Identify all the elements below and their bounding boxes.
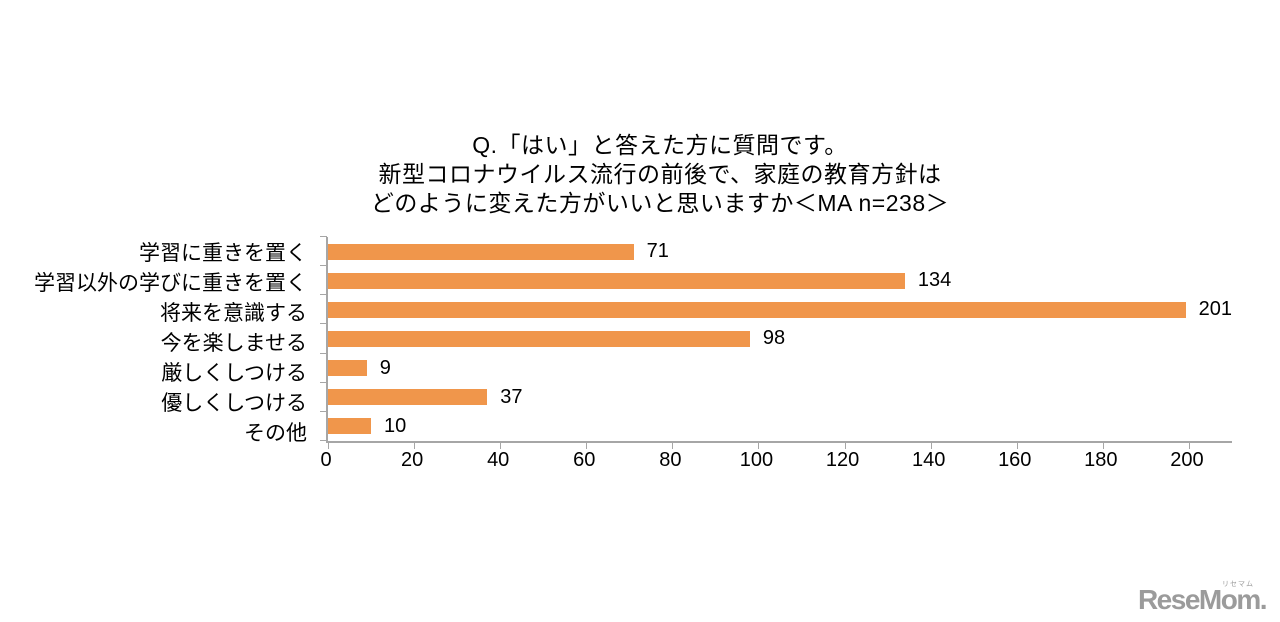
bar-rows: 71 134 201 98 9 37 10 — [328, 237, 1232, 441]
category-label: 優しくしつける — [161, 392, 307, 415]
x-tick-label: 140 — [911, 449, 946, 471]
x-tick — [1016, 443, 1018, 449]
y-tick — [320, 294, 327, 296]
bar-row: 37 — [328, 383, 1232, 412]
bar-row: 71 — [328, 237, 1232, 266]
bar — [328, 418, 372, 435]
x-axis-labels: 0 20 40 60 80 100 120 140 160 180 200 — [320, 449, 1230, 473]
x-tick — [844, 443, 846, 449]
value-label: 98 — [762, 327, 786, 350]
bar — [328, 243, 634, 260]
x-tick-label: 40 — [487, 449, 510, 471]
y-tick — [320, 440, 327, 441]
x-tick-label: 60 — [573, 449, 596, 471]
bar — [328, 389, 488, 406]
resemom-logo-ruby: リセマム — [1222, 581, 1254, 588]
value-label: 37 — [500, 385, 523, 408]
category-labels: 学習に重きを置く学習以外の学びに重きを置く将来を意識する 今を楽しませる 厳しくしつ… — [0, 237, 316, 445]
x-tick — [672, 443, 674, 449]
x-tick-label: 200 — [1170, 449, 1204, 471]
value-label: 9 — [379, 356, 391, 379]
x-tick — [586, 443, 588, 449]
bar-row: 9 — [328, 354, 1232, 383]
y-tick — [320, 265, 327, 267]
x-tick-label: 120 — [825, 449, 860, 471]
bar — [328, 301, 1186, 318]
bar — [328, 360, 367, 377]
category-label: その他 — [244, 422, 307, 445]
x-tick-label: 100 — [739, 449, 774, 471]
bar — [328, 330, 750, 347]
resemom-logo-text: ReseMom. — [1137, 584, 1268, 615]
x-tick-label: 180 — [1084, 449, 1118, 471]
y-tick — [320, 381, 327, 383]
category-label: 将来を意識する — [160, 302, 307, 325]
value-label: 134 — [917, 269, 952, 292]
y-tick — [320, 352, 327, 354]
plot-area: 71 134 201 98 9 37 10 — [320, 236, 1232, 449]
y-tick — [320, 323, 327, 325]
category-label: 今を楽しませる — [160, 332, 307, 355]
y-tick — [320, 236, 327, 237]
value-label: 10 — [384, 414, 407, 437]
x-tick — [930, 443, 932, 449]
x-tick-label: 0 — [320, 449, 332, 471]
x-tick — [414, 443, 416, 449]
x-tick — [328, 443, 329, 449]
category-label: 厳しくしつける — [161, 362, 307, 385]
value-label: 201 — [1198, 298, 1232, 321]
category-label: 学習以外の学びに重きを置く — [34, 272, 307, 295]
bar-row: 134 — [328, 266, 1232, 295]
value-label: 71 — [646, 240, 669, 263]
x-tick-label: 80 — [659, 449, 682, 471]
x-tick — [1188, 443, 1190, 449]
x-tick — [1102, 443, 1104, 449]
resemom-logo: リセマム ReseMom. — [1137, 581, 1268, 615]
x-tick — [500, 443, 502, 449]
chart-title: Q.「はい」と答えた方に質問です。 新型コロナウイルス流行の前後で、家庭の教育方… — [40, 131, 1280, 218]
bar — [328, 272, 905, 289]
chart-title-line2: 新型コロナウイルス流行の前後で、家庭の教育方針は — [378, 161, 942, 187]
bar-row: 201 — [328, 295, 1232, 324]
bar-row: 98 — [328, 324, 1232, 353]
x-tick-label: 20 — [400, 449, 424, 471]
bar-row: 10 — [328, 412, 1232, 441]
x-tick-label: 160 — [998, 449, 1032, 471]
chart-title-line3: どのように変えた方がいいと思いますか＜MA n=238＞ — [370, 190, 950, 216]
x-tick — [758, 443, 760, 449]
y-tick — [320, 410, 327, 412]
chart-title-line1: Q.「はい」と答えた方に質問です。 — [472, 132, 848, 158]
category-label: 学習に重きを置く — [139, 242, 307, 265]
